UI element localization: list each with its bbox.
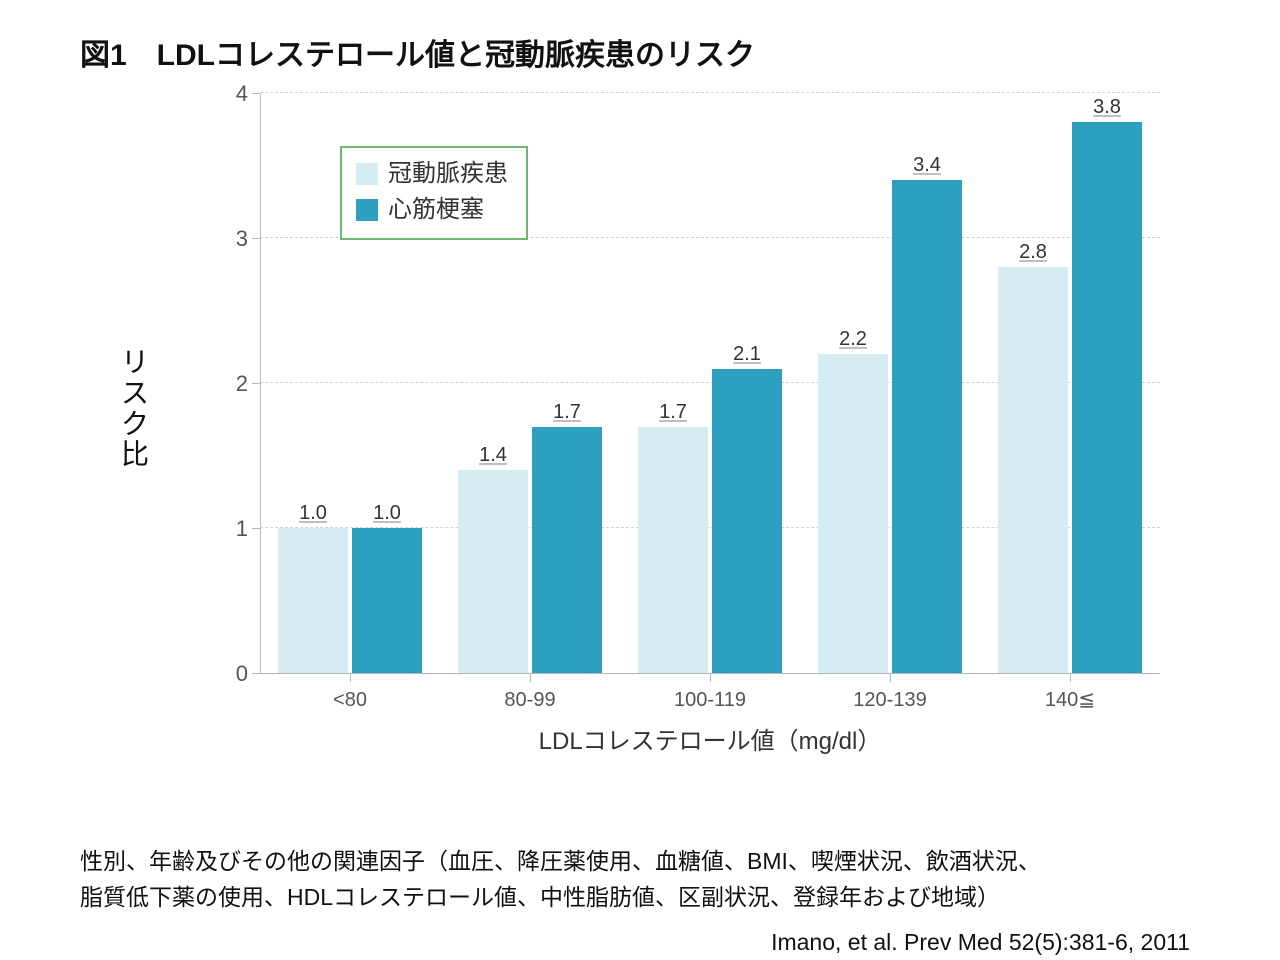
citation: Imano, et al. Prev Med 52(5):381-6, 2011 <box>60 929 1190 956</box>
bar <box>278 528 348 673</box>
plot-region: 01234<801.01.080-991.41.7100-1191.72.112… <box>260 94 1160 674</box>
gridline <box>260 92 1160 94</box>
page: 図1 LDLコレステロール値と冠動脈疾患のリスク リスク比 0 1 2 3 4 <80 1.… <box>0 0 1280 960</box>
y-tick <box>252 383 260 384</box>
y-axis-label: リスク比 <box>120 347 150 470</box>
bar-value-label: 1.0 <box>373 502 401 525</box>
legend-box: 冠動脈疾患 心筋梗塞 <box>340 146 528 240</box>
y-tick <box>252 673 260 674</box>
x-tick <box>890 674 891 682</box>
y-tick-label: 2 <box>198 371 248 397</box>
bar-value-label: 1.7 <box>659 401 687 424</box>
bar <box>638 427 708 674</box>
legend-item-0: 冠動脈疾患 <box>356 156 508 192</box>
bar <box>458 470 528 673</box>
x-tick-label: <80 <box>333 689 367 712</box>
bar-value-label: 1.0 <box>299 502 327 525</box>
y-axis-line <box>260 94 261 674</box>
bar-value-label: 2.1 <box>733 343 761 366</box>
bar-value-label: 1.7 <box>553 401 581 424</box>
x-axis-title: LDLコレステロール値（mg/dl） <box>539 721 882 756</box>
x-tick <box>1070 674 1071 682</box>
legend-label: 心筋梗塞 <box>388 192 484 228</box>
figure-title: 図1 LDLコレステロール値と冠動脈疾患のリスク <box>80 30 1220 74</box>
x-tick <box>350 674 351 682</box>
chart-area: リスク比 0 1 2 3 4 <80 1.0 1.0 80-99 1.4 1.7 100-119 1.7… <box>120 84 1200 734</box>
x-axis-line <box>260 673 1160 674</box>
bar-value-label: 3.4 <box>913 154 941 177</box>
x-tick-label: 120-139 <box>853 689 926 712</box>
y-tick-label: 1 <box>198 516 248 542</box>
bar-value-label: 2.2 <box>839 328 867 351</box>
legend-swatch-icon <box>356 199 378 221</box>
legend-swatch-icon <box>356 163 378 185</box>
legend-label: 冠動脈疾患 <box>388 156 508 192</box>
y-tick-label: 0 <box>198 661 248 687</box>
x-tick-label: 140≦ <box>1045 687 1095 712</box>
bar-value-label: 2.8 <box>1019 241 1047 264</box>
y-tick-label: 3 <box>198 226 248 252</box>
footnote-line: 脂質低下薬の使用、HDLコレステロール値、中性脂肪値、区副状況、登録年および地域… <box>80 884 1000 910</box>
bar <box>532 427 602 674</box>
x-tick-label: 80-99 <box>504 689 555 712</box>
bar <box>892 180 962 673</box>
bar <box>818 354 888 673</box>
footnote-line: 性別、年齢及びその他の関連因子（血圧、降圧薬使用、血糖値、BMI、喫煙状況、飲酒… <box>80 848 1041 874</box>
bar <box>1072 122 1142 673</box>
y-tick-label: 4 <box>198 81 248 107</box>
x-tick <box>530 674 531 682</box>
y-tick <box>252 93 260 94</box>
legend-item-1: 心筋梗塞 <box>356 192 508 228</box>
y-tick <box>252 528 260 529</box>
x-tick-label: 100-119 <box>674 689 746 712</box>
footnote: 性別、年齢及びその他の関連因子（血圧、降圧薬使用、血糖値、BMI、喫煙状況、飲酒… <box>80 844 1210 915</box>
bar-value-label: 3.8 <box>1093 96 1121 119</box>
bar <box>998 267 1068 673</box>
bar <box>712 369 782 674</box>
bar <box>352 528 422 673</box>
x-tick <box>710 674 711 682</box>
bar-value-label: 1.4 <box>479 444 507 467</box>
y-tick <box>252 238 260 239</box>
